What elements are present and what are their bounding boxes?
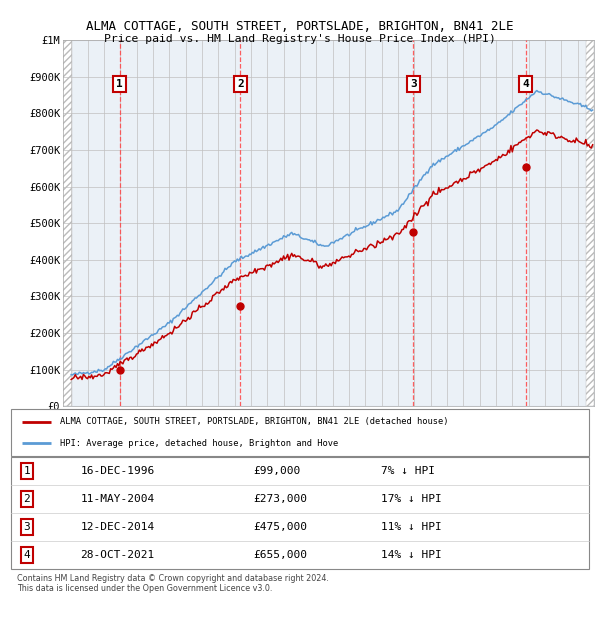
Text: 1: 1 [116,79,123,89]
Text: ALMA COTTAGE, SOUTH STREET, PORTSLADE, BRIGHTON, BN41 2LE: ALMA COTTAGE, SOUTH STREET, PORTSLADE, B… [86,20,514,33]
Text: 11-MAY-2004: 11-MAY-2004 [80,494,154,504]
Text: £99,000: £99,000 [254,466,301,476]
Text: 4: 4 [523,79,529,89]
Text: 2: 2 [237,79,244,89]
Text: This data is licensed under the Open Government Licence v3.0.: This data is licensed under the Open Gov… [17,583,272,593]
FancyBboxPatch shape [11,409,589,456]
Text: 4: 4 [23,550,31,560]
Text: 3: 3 [410,79,417,89]
Text: 12-DEC-2014: 12-DEC-2014 [80,522,154,532]
Text: Price paid vs. HM Land Registry's House Price Index (HPI): Price paid vs. HM Land Registry's House … [104,34,496,44]
Text: 28-OCT-2021: 28-OCT-2021 [80,550,154,560]
Text: £655,000: £655,000 [254,550,308,560]
Text: HPI: Average price, detached house, Brighton and Hove: HPI: Average price, detached house, Brig… [60,438,338,448]
Text: 17% ↓ HPI: 17% ↓ HPI [381,494,442,504]
FancyBboxPatch shape [11,457,589,569]
Text: ALMA COTTAGE, SOUTH STREET, PORTSLADE, BRIGHTON, BN41 2LE (detached house): ALMA COTTAGE, SOUTH STREET, PORTSLADE, B… [60,417,448,427]
Text: £273,000: £273,000 [254,494,308,504]
Text: 3: 3 [23,522,31,532]
Text: 1: 1 [23,466,31,476]
Text: 11% ↓ HPI: 11% ↓ HPI [381,522,442,532]
Text: £475,000: £475,000 [254,522,308,532]
Text: 14% ↓ HPI: 14% ↓ HPI [381,550,442,560]
Text: 16-DEC-1996: 16-DEC-1996 [80,466,154,476]
Text: Contains HM Land Registry data © Crown copyright and database right 2024.: Contains HM Land Registry data © Crown c… [17,574,328,583]
Text: 2: 2 [23,494,31,504]
Text: 7% ↓ HPI: 7% ↓ HPI [381,466,435,476]
